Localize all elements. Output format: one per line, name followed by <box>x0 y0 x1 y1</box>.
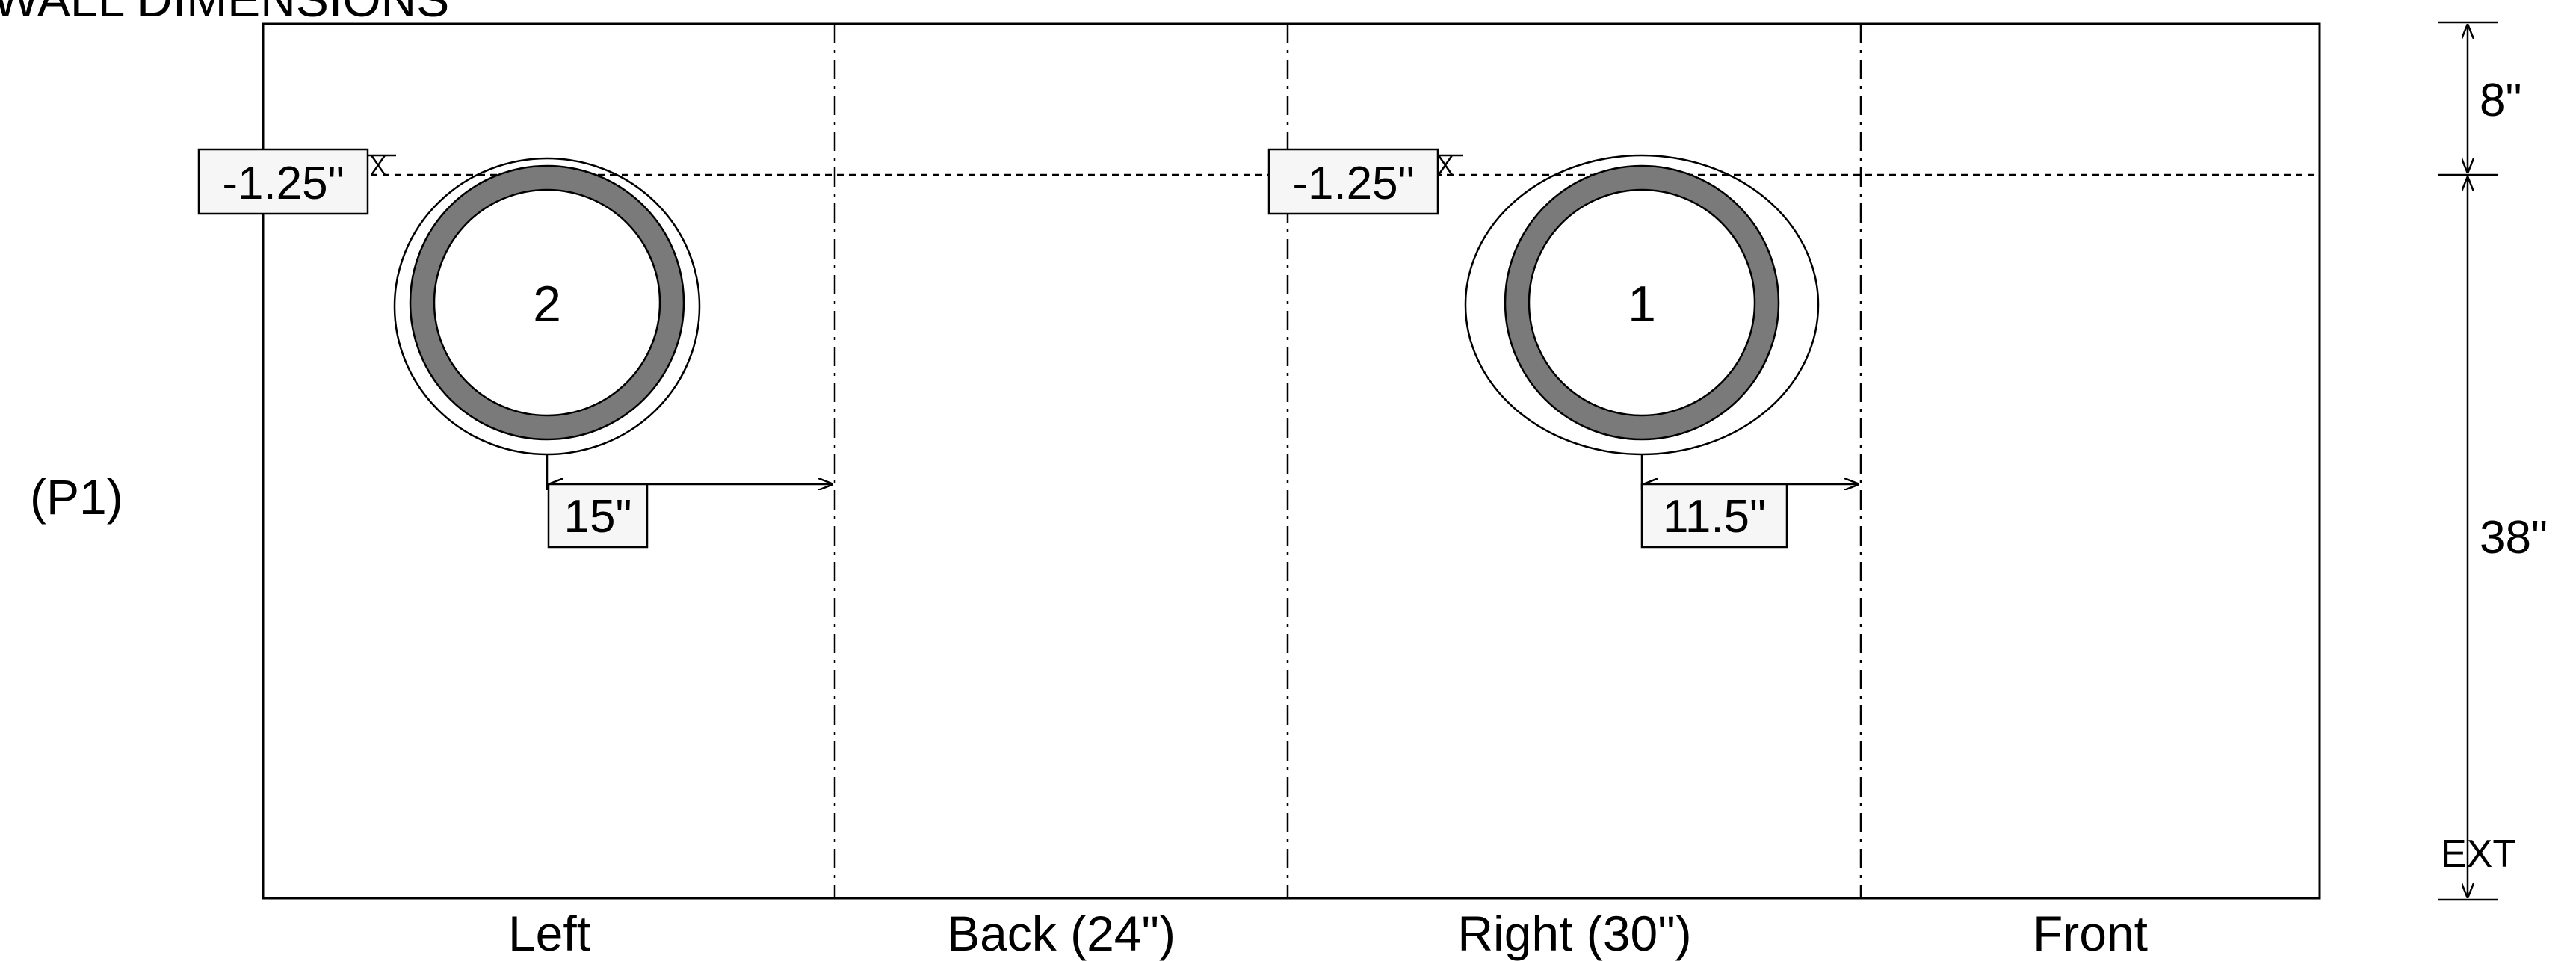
wall-label-right: Right (30") <box>1457 906 1691 961</box>
hole-1: 1 <box>1465 155 1818 454</box>
vdim-bottom-tag: EXT <box>2441 832 2516 876</box>
hole-2-top-mark <box>371 155 385 175</box>
hole-2-top-offset: -1.25" <box>222 158 344 209</box>
hole-2: 2 <box>395 158 699 454</box>
vdim-height: 38" <box>2480 512 2548 563</box>
hole-2-number: 2 <box>533 276 561 333</box>
wall-label-back: Back (24") <box>947 906 1176 961</box>
hole-1-number: 1 <box>1628 276 1656 333</box>
wall-label-left: Left <box>508 906 590 961</box>
hole-1-top-offset: -1.25" <box>1292 158 1414 209</box>
vdim-top-offset: 8" <box>2480 75 2522 126</box>
hole-1-top-mark <box>1439 155 1452 175</box>
hole-2-side-offset: 15" <box>564 491 632 543</box>
wall-label-front: Front <box>2033 906 2148 961</box>
hole-1-side-offset: 11.5" <box>1663 491 1766 543</box>
panel-label: (P1) <box>30 469 123 525</box>
